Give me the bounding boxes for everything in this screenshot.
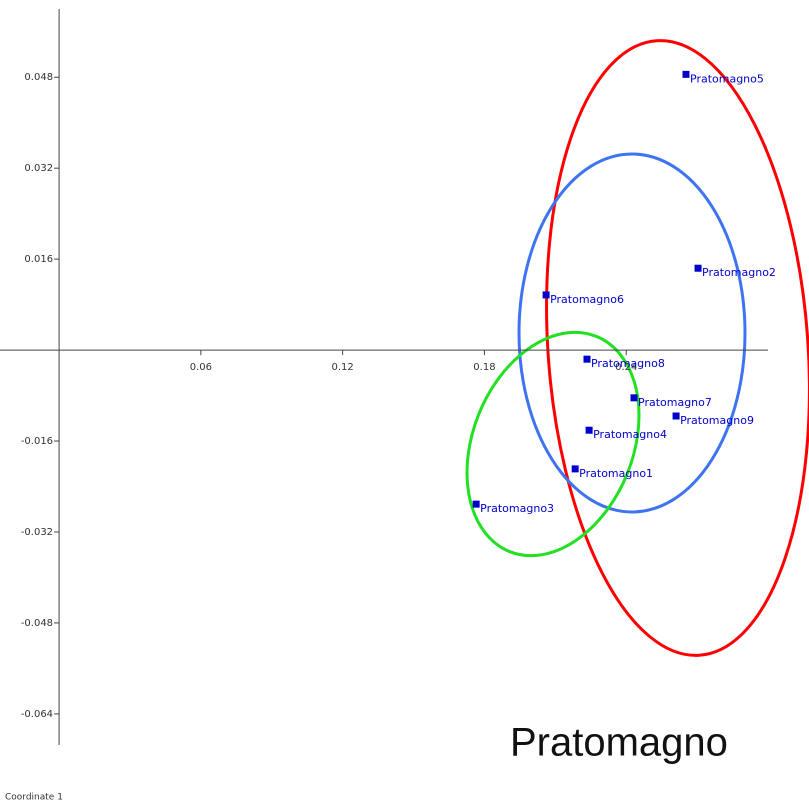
y-tick-label: -0.064 [21,709,53,720]
x-axis-title: Coordinate 1 [5,793,63,803]
point [571,465,579,473]
y-tick-label: -0.048 [21,618,53,629]
y-tick-label: 0.048 [24,72,53,83]
point [630,394,638,402]
point-label: Pratomagno3 [480,502,554,515]
annotation: Pratomagno [510,721,728,765]
x-tick-label: 0.24 [615,362,637,373]
y-tick-label: 0.032 [24,163,53,174]
point [672,412,680,420]
y-tick-label: -0.016 [21,436,53,447]
y-tick-label: -0.032 [21,527,53,538]
y-tick-label: 0.016 [24,254,53,265]
point-label: Pratomagno7 [638,396,712,409]
point [694,264,702,272]
point-label: Pratomagno1 [579,467,653,480]
group-ellipse [465,330,641,558]
point [585,426,593,434]
point [682,70,690,78]
point-label: Pratomagno9 [680,414,754,427]
point-label: Pratomagno6 [550,293,624,306]
point [583,355,591,363]
point-label: Pratomagno4 [593,428,667,441]
group-ellipse [517,152,747,514]
point-label: Pratomagno8 [591,357,665,370]
x-tick-label: 0.18 [473,362,495,373]
point-label: Pratomagno5 [690,72,764,85]
point [472,500,480,508]
x-tick-label: 0.12 [332,362,354,373]
point-label: Pratomagno2 [702,266,776,279]
point [542,291,550,299]
group-ellipse [545,39,809,657]
x-tick-label: 0.06 [190,362,212,373]
